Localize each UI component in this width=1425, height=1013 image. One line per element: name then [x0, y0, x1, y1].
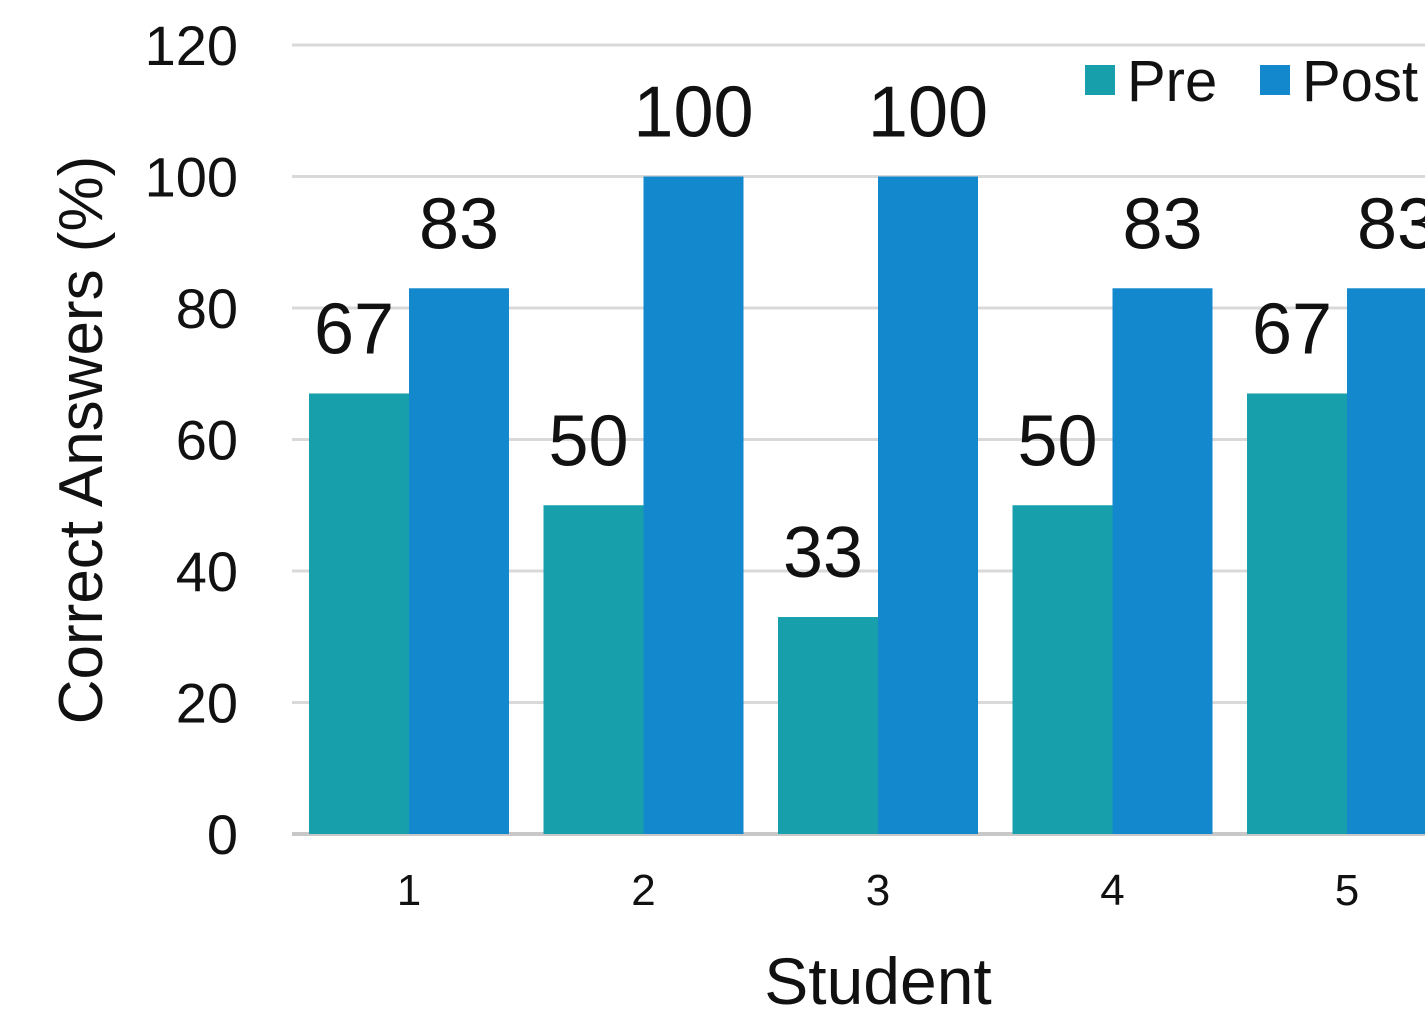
data-label: 50	[548, 401, 628, 481]
x-axis-ticks: 1 2 3 4 5	[397, 866, 1359, 915]
y-tick-label: 100	[145, 146, 238, 209]
legend-label: Pre	[1127, 49, 1217, 114]
x-tick-label: 2	[631, 866, 655, 915]
y-tick-label: 60	[176, 409, 238, 472]
y-tick-label: 120	[145, 14, 238, 77]
y-tick-label: 40	[176, 540, 238, 603]
data-label: 100	[633, 73, 753, 153]
bar-pre	[1247, 393, 1347, 834]
bar-pre	[543, 505, 644, 834]
bar-post	[1112, 288, 1213, 834]
data-label: 100	[868, 73, 988, 153]
legend: Pre Post	[1085, 49, 1418, 114]
bar-post	[643, 176, 744, 834]
data-labels: 67 83 50 100 33 100 50 83 67 83	[314, 73, 1425, 594]
legend-label: Post	[1302, 49, 1418, 114]
bar-post	[878, 176, 978, 834]
x-tick-label: 5	[1335, 866, 1359, 915]
y-tick-label: 80	[176, 277, 238, 340]
x-tick-label: 1	[397, 866, 421, 915]
bars	[309, 176, 1425, 834]
y-axis-label: Correct Answers (%)	[47, 156, 116, 724]
x-axis-label: Student	[764, 944, 992, 1013]
data-label: 83	[1357, 184, 1425, 264]
x-tick-label: 3	[866, 866, 890, 915]
data-label: 50	[1017, 401, 1097, 481]
y-tick-label: 20	[176, 672, 238, 735]
legend-swatch	[1260, 65, 1290, 95]
x-tick-label: 4	[1100, 866, 1124, 915]
data-label: 67	[314, 289, 394, 369]
legend-swatch	[1085, 65, 1115, 95]
bar-post	[409, 288, 509, 834]
bar-pre	[1012, 505, 1113, 834]
data-label: 67	[1252, 289, 1332, 369]
data-label: 33	[783, 513, 863, 593]
bar-pre	[778, 617, 878, 834]
data-label: 83	[419, 184, 499, 264]
data-label: 83	[1122, 184, 1202, 264]
bar-post	[1347, 288, 1425, 834]
y-tick-label: 0	[207, 803, 238, 866]
bar-pre	[309, 393, 409, 834]
y-axis-ticks: 0 20 40 60 80 100 120	[145, 14, 238, 866]
